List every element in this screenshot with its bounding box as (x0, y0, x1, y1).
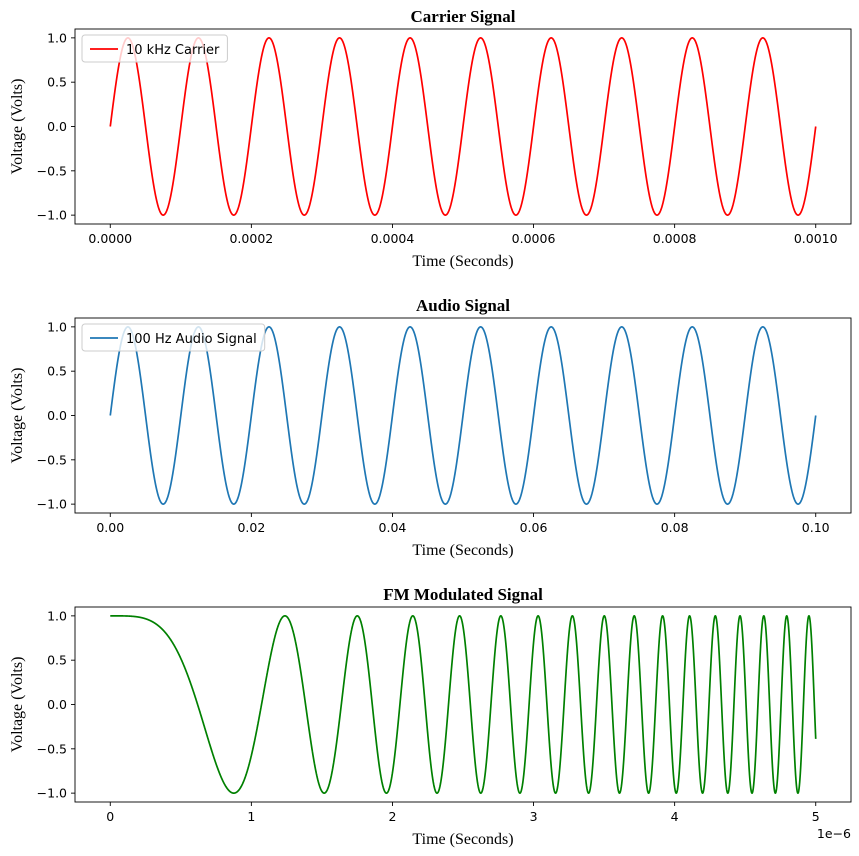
series-line-fm-signal (109, 615, 817, 794)
x-tick-label: 0.0008 (653, 231, 697, 246)
y-tick-label: 0.5 (47, 364, 67, 379)
legend-box (81, 323, 266, 352)
y-tick-label: −0.5 (37, 741, 67, 756)
x-tick-label: 0.0000 (88, 231, 132, 246)
x-axis-label: Time (Seconds) (412, 542, 513, 559)
x-tick-label: 0.06 (520, 520, 548, 535)
x-tick-label: 0.08 (661, 520, 689, 535)
y-tick-label: 0.5 (47, 653, 67, 668)
y-tick-label: 1.0 (47, 319, 67, 334)
subplot-1: 0.0000 0.0002 0.0004 0.0006 0.0008 0.0010 1.0 0… (9, 7, 852, 270)
x-offset-text: 1e−6 (817, 826, 851, 841)
y-tick-label: −0.5 (37, 163, 67, 178)
y-tick-label: 1.0 (47, 608, 67, 623)
x-tick-label: 0.10 (802, 520, 830, 535)
subplot-2: 0.00 0.02 0.04 0.06 0.08 0.10 1.0 0.5 0.0 −0.5 −1.… (9, 296, 852, 559)
y-tick-label: 0.0 (47, 697, 67, 712)
y-tick-label: 0.5 (47, 75, 67, 90)
x-tick-label: 1 (247, 809, 255, 824)
x-tick-label: 0.04 (379, 520, 407, 535)
y-axis-label: Voltage (Volts) (9, 368, 26, 464)
y-tick-label: −1.0 (37, 208, 67, 223)
series-line-100-hz-audio-signal (109, 326, 817, 505)
legend: 10 kHz Carrier (81, 34, 228, 63)
legend-label: 10 kHz Carrier (126, 43, 220, 58)
series-line-10-khz-carrier (109, 37, 817, 216)
legend: 100 Hz Audio Signal (81, 323, 266, 352)
y-axis-label: Voltage (Volts) (9, 657, 26, 753)
chart-title: Audio Signal (416, 296, 510, 315)
x-tick-label: 0.0006 (512, 231, 556, 246)
x-tick-label: 0.0002 (229, 231, 273, 246)
x-tick-label: 2 (388, 809, 396, 824)
x-tick-label: 5 (812, 809, 820, 824)
y-tick-label: −1.0 (37, 497, 67, 512)
y-axis-label: Voltage (Volts) (9, 79, 26, 175)
x-tick-label: 0 (106, 809, 114, 824)
x-tick-label: 0.0010 (794, 231, 838, 246)
x-tick-label: 3 (530, 809, 538, 824)
x-tick-label: 0.02 (237, 520, 265, 535)
x-axis-label: Time (Seconds) (412, 253, 513, 270)
y-tick-label: 0.0 (47, 119, 67, 134)
y-tick-label: 0.0 (47, 408, 67, 423)
x-axis-label: Time (Seconds) (412, 831, 513, 848)
chart-title: Carrier Signal (411, 7, 516, 26)
y-tick-label: −1.0 (37, 786, 67, 801)
x-tick-label: 0.0004 (371, 231, 415, 246)
chart-title: FM Modulated Signal (383, 585, 543, 604)
y-tick-label: 1.0 (47, 30, 67, 45)
y-tick-label: −0.5 (37, 452, 67, 467)
legend-box (81, 34, 228, 63)
subplot-3: 0 1 2 3 4 5 1.0 0.5 0.0 −0.5 −1.0 FM Modulated Sign… (9, 585, 852, 848)
x-tick-label: 4 (671, 809, 679, 824)
legend-label: 100 Hz Audio Signal (126, 332, 257, 347)
x-tick-label: 0.00 (96, 520, 124, 535)
